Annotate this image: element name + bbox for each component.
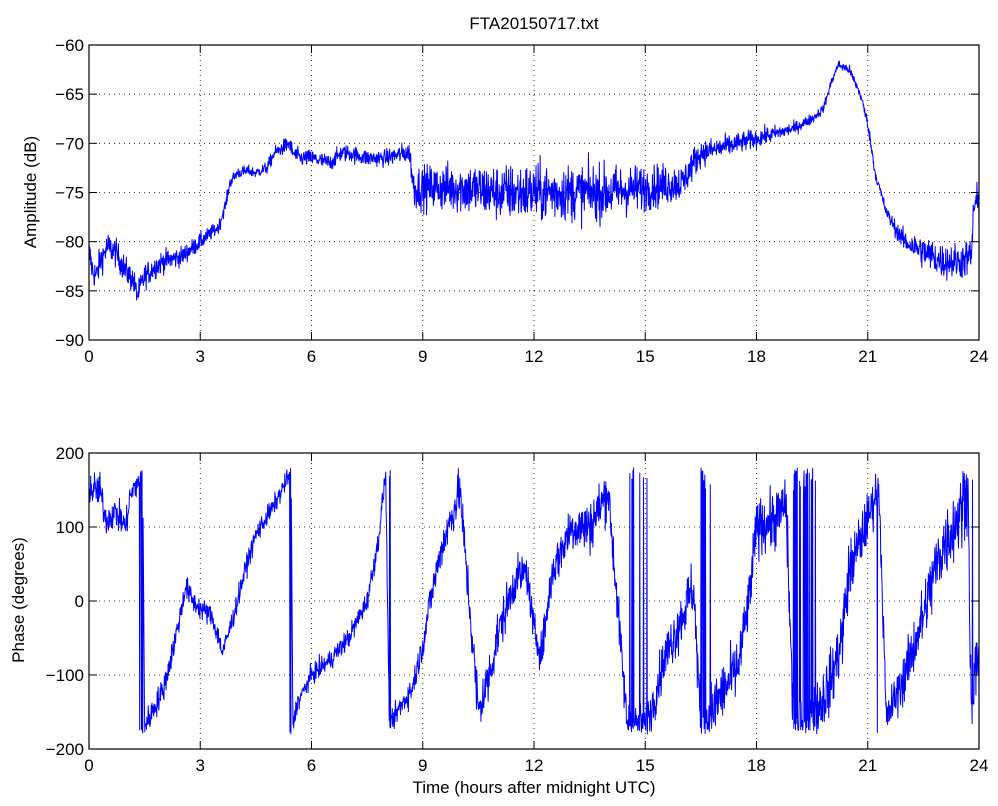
- y-tick-label: 200: [56, 444, 84, 463]
- x-tick-label: 21: [858, 756, 877, 775]
- y-tick-label: −85: [55, 282, 84, 301]
- x-tick-label: 0: [84, 756, 93, 775]
- amplitude-chart: 0 3 6 9 12 15 18 21 24 −90 −85 −80 −75 −70 −65 −60 Ampli…: [21, 36, 988, 366]
- x-tick-label: 6: [307, 347, 316, 366]
- x-tick-label: 6: [307, 756, 316, 775]
- amplitude-series-line: [88, 60, 980, 301]
- x-tick-label: 3: [196, 756, 205, 775]
- phase-chart: 0 3 6 9 12 15 18 21 24 −200 −100 0 100 200 Phase (degr…: [9, 444, 988, 797]
- chart-title: FTA20150717.txt: [469, 14, 598, 33]
- y-tick-label: −70: [55, 134, 84, 153]
- y-tick-label: −60: [55, 36, 84, 55]
- x-tick-label: 15: [636, 756, 655, 775]
- y-axis-label: Amplitude (dB): [21, 136, 40, 248]
- y-tick-label: −75: [55, 184, 84, 203]
- y-tick-label: −80: [55, 233, 84, 252]
- y-tick-label: −200: [46, 740, 84, 759]
- x-tick-label: 0: [84, 347, 93, 366]
- y-tick-label: −90: [55, 331, 84, 350]
- phase-series-line: [88, 467, 980, 735]
- y-tick-label: −65: [55, 85, 84, 104]
- y-tick-label: −100: [46, 666, 84, 685]
- x-tick-label: 15: [636, 347, 655, 366]
- x-tick-label: 18: [747, 756, 766, 775]
- x-tick-label: 3: [196, 347, 205, 366]
- x-tick-label: 12: [525, 347, 544, 366]
- y-axis-label: Phase (degrees): [9, 537, 28, 663]
- x-tick-label: 24: [970, 756, 989, 775]
- y-tick-label: 100: [56, 518, 84, 537]
- x-tick-label: 24: [970, 347, 989, 366]
- x-tick-label: 12: [525, 756, 544, 775]
- x-tick-label: 18: [747, 347, 766, 366]
- y-tick-label: 0: [75, 592, 84, 611]
- x-tick-label: 9: [418, 347, 427, 366]
- x-axis-label: Time (hours after midnight UTC): [412, 778, 655, 797]
- x-tick-label: 9: [418, 756, 427, 775]
- x-tick-label: 21: [858, 347, 877, 366]
